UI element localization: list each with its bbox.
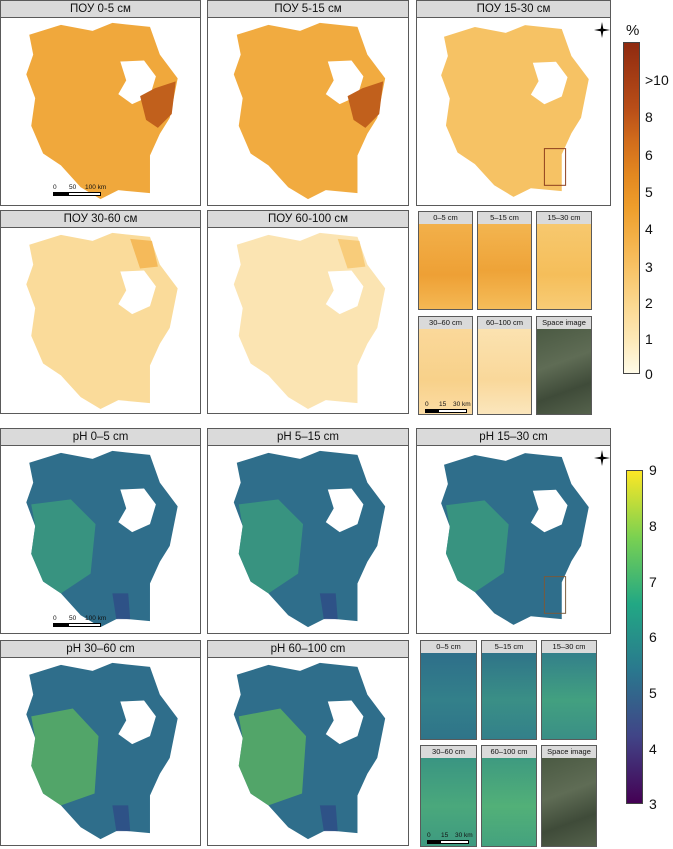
north-arrow-icon (594, 22, 610, 38)
panel-title: pH 30–60 cm (1, 641, 200, 658)
soc-colorbar (623, 42, 640, 374)
ph-tick: 8 (649, 518, 657, 534)
ph-inset-30-60: 30–60 cm 0 15 30 km (420, 745, 477, 847)
southern-low-ph (112, 593, 131, 620)
region-map (26, 662, 178, 840)
ph-inset-5-15: 5–15 cm (481, 640, 537, 740)
satellite-image (542, 758, 596, 846)
soc-inset-30-60: 30–60 cm 0 15 30 km (418, 316, 473, 415)
western-high-ph (445, 500, 509, 593)
soc-tick: 6 (645, 147, 653, 163)
panel-title: ПОУ 30-60 см (1, 211, 200, 228)
soc-tick: 8 (645, 109, 653, 125)
ph-tick: 4 (649, 741, 657, 757)
region-map (233, 22, 386, 200)
region-shape (26, 22, 178, 200)
region-shape (441, 25, 589, 197)
western-high-ph (31, 708, 99, 806)
panel-title: ПОУ 60-100 см (208, 211, 408, 228)
soc-panel-30-60: ПОУ 30-60 см (0, 210, 201, 414)
ph-colorbar (626, 470, 643, 804)
ph-map-5-15 (208, 445, 408, 633)
panel-title: pH 0–5 cm (1, 429, 200, 446)
region-shape (233, 232, 386, 410)
western-high-ph (31, 499, 96, 594)
southern-low-ph (319, 805, 338, 832)
ph-panel-0-5: pH 0–5 cm 0 50 100 km (0, 428, 201, 634)
region-map (26, 450, 178, 628)
ph-tick: 9 (649, 462, 657, 478)
ph-map-0-5 (1, 445, 200, 633)
ph-map-15-30 (417, 445, 610, 633)
ph-map-30-60 (1, 657, 200, 845)
soc-panel-60-100: ПОУ 60-100 см (207, 210, 409, 414)
soc-inset-60-100: 60–100 cm (477, 316, 532, 415)
region-map (441, 25, 589, 197)
satellite-image (537, 329, 591, 414)
hotspot-shape (347, 81, 384, 128)
ph-inset-0-5: 0–5 cm (420, 640, 477, 740)
region-shape (233, 22, 386, 200)
soc-inset-15-30: 15–30 cm (536, 211, 592, 310)
north-arrow-icon (594, 450, 610, 466)
ph-panel-5-15: pH 5–15 cm (207, 428, 409, 634)
soc-tick: 0 (645, 366, 653, 382)
soc-legend-unit: % (626, 22, 640, 39)
ph-panel-30-60: pH 30–60 cm (0, 640, 201, 846)
panel-title: ПОУ 0-5 см (1, 1, 200, 18)
soc-map-30-60 (1, 227, 200, 413)
soc-panel-0-5: ПОУ 0-5 см 0 50 100 km (0, 0, 201, 206)
region-map (233, 232, 386, 410)
region-map (441, 453, 589, 625)
soc-tick: 3 (645, 259, 653, 275)
soc-map-60-100 (208, 227, 408, 413)
panel-title: pH 15–30 cm (417, 429, 610, 446)
region-map (26, 22, 178, 200)
northeast-patch (337, 238, 366, 269)
soc-tick: 5 (645, 184, 653, 200)
hotspot-shape (140, 81, 176, 128)
soc-map-5-15 (208, 17, 408, 205)
soc-inset-5-15: 5–15 cm (477, 211, 532, 310)
ph-panel-60-100: pH 60–100 cm (207, 640, 409, 846)
ph-map-60-100 (208, 657, 408, 845)
northeast-patch (130, 238, 158, 269)
panel-title: ПОУ 5-15 см (208, 1, 408, 18)
southern-low-ph (112, 805, 131, 832)
soc-inset-space-image: Space image (536, 316, 592, 415)
ph-inset-space-image: Space image (541, 745, 597, 847)
western-high-ph (238, 708, 307, 806)
ph-inset-60-100: 60–100 cm (481, 745, 537, 847)
region-map (233, 662, 386, 840)
region-shape (26, 232, 178, 410)
soc-map-15-30 (417, 17, 610, 205)
ph-tick: 6 (649, 629, 657, 645)
ph-tick: 3 (649, 796, 657, 812)
southern-low-ph (319, 593, 338, 620)
inset-locator-box (543, 576, 567, 614)
panel-title: pH 60–100 cm (208, 641, 408, 658)
western-high-ph (238, 499, 304, 594)
ph-inset-15-30: 15–30 cm (541, 640, 597, 740)
soc-panel-5-15: ПОУ 5-15 см (207, 0, 409, 206)
ph-tick: 7 (649, 574, 657, 590)
soc-panel-15-30: ПОУ 15-30 см (416, 0, 611, 206)
panel-title: pH 5–15 cm (208, 429, 408, 446)
soc-tick: >10 (645, 72, 669, 88)
soc-tick: 1 (645, 331, 653, 347)
soc-tick: 4 (645, 221, 653, 237)
panel-title: ПОУ 15-30 см (417, 1, 610, 18)
ph-tick: 5 (649, 685, 657, 701)
soc-map-0-5 (1, 17, 200, 205)
soc-inset-0-5: 0–5 cm (418, 211, 473, 310)
inset-locator-box (543, 148, 567, 186)
region-map (233, 450, 386, 628)
region-map (26, 232, 178, 410)
soc-tick: 2 (645, 295, 653, 311)
ph-panel-15-30: pH 15–30 cm (416, 428, 611, 634)
